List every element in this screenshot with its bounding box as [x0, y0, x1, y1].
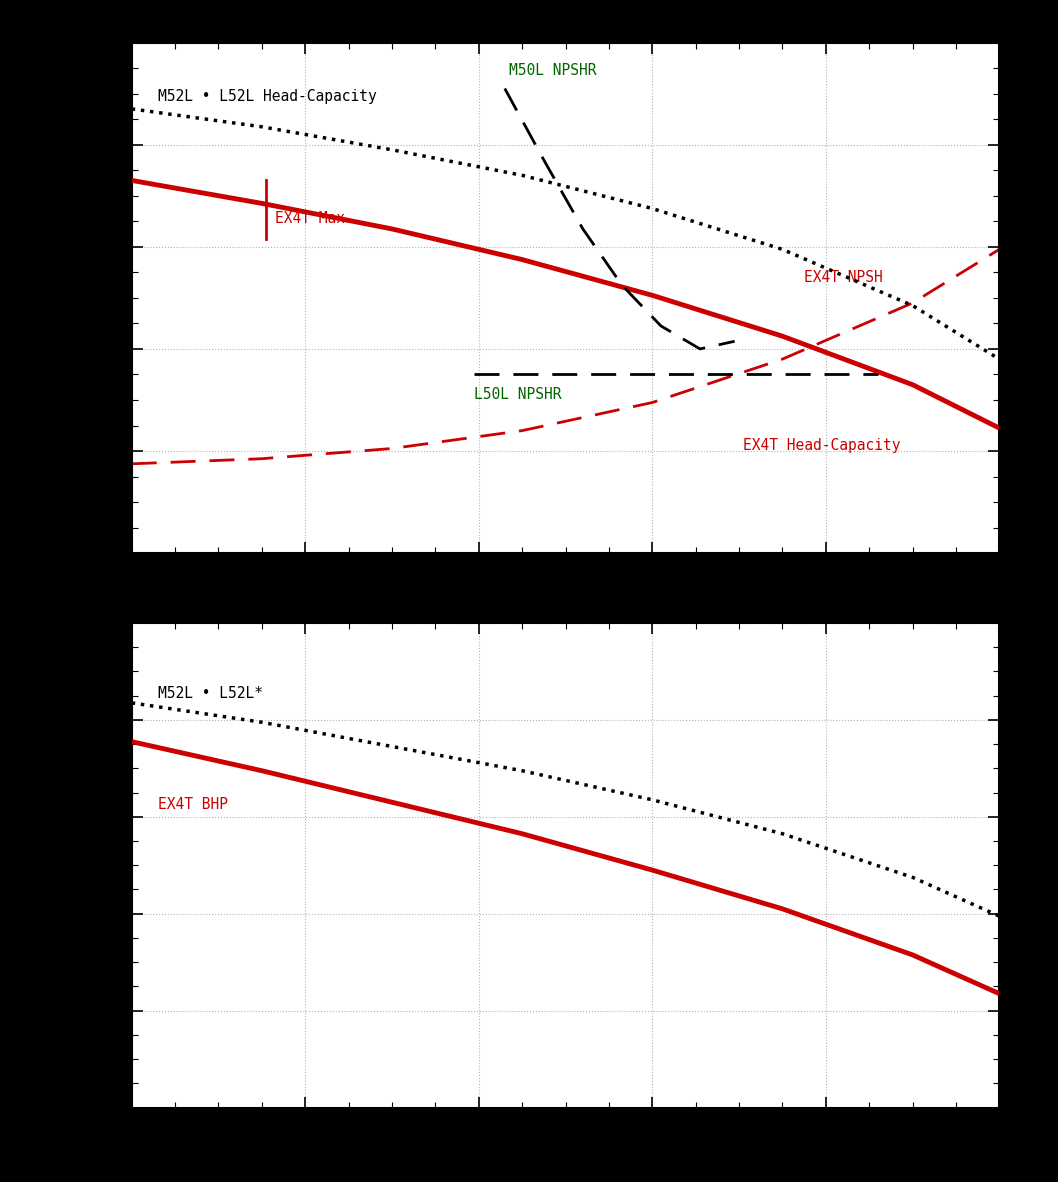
Text: M52L • L52L*: M52L • L52L*: [158, 686, 262, 701]
Text: L50L NPSHR: L50L NPSHR: [474, 388, 562, 402]
Text: EX4T Max.: EX4T Max.: [275, 212, 353, 226]
Text: M52L • L52L Head-Capacity: M52L • L52L Head-Capacity: [158, 89, 377, 104]
Text: M50L NPSHR: M50L NPSHR: [509, 63, 597, 78]
Text: EX4T NPSH: EX4T NPSH: [804, 269, 882, 285]
Text: EX4T BHP: EX4T BHP: [158, 797, 227, 812]
Text: EX4T Head-Capacity: EX4T Head-Capacity: [744, 439, 900, 454]
